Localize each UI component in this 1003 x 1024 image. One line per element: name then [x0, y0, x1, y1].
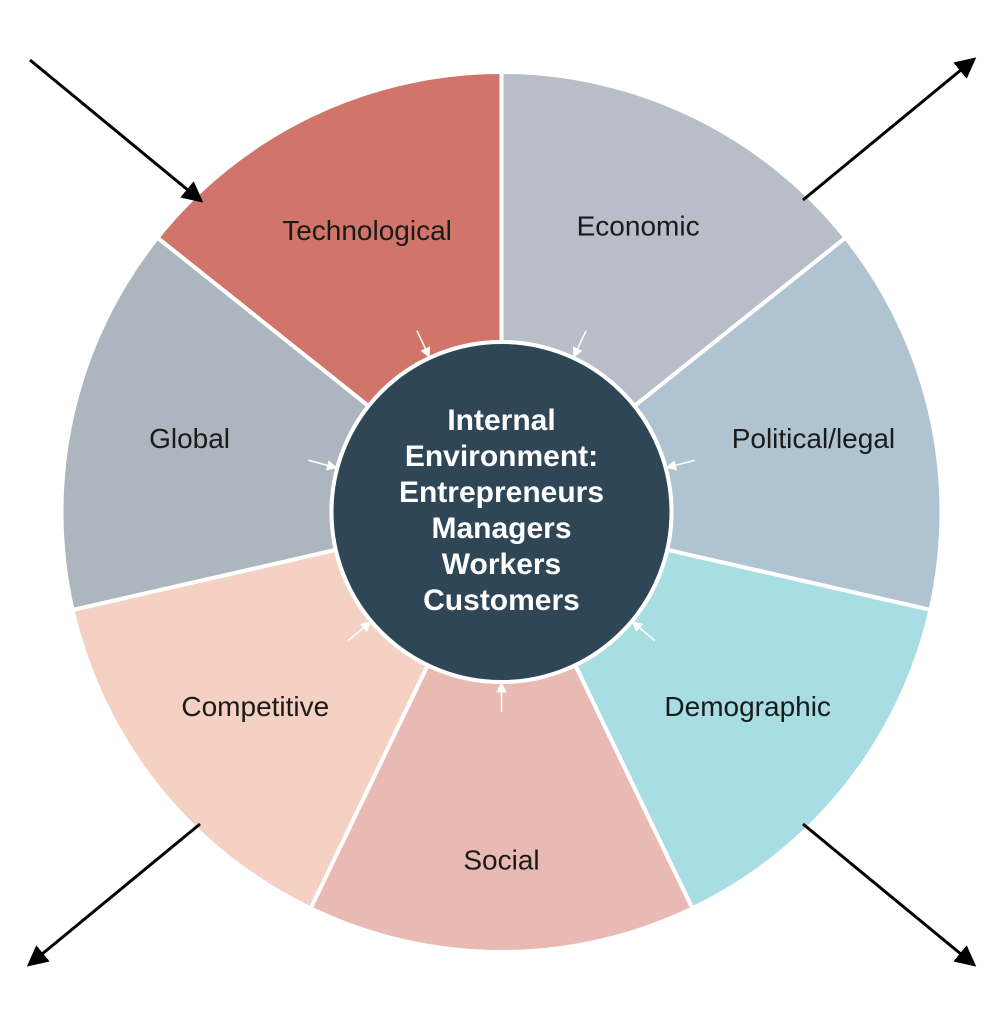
segment-label-economic: Economic	[577, 211, 700, 242]
center-line-0: Internal	[447, 404, 555, 437]
center-line-3: Managers	[431, 512, 571, 545]
center-line-2: Entrepreneurs	[399, 476, 604, 509]
center-line-1: Environment:	[405, 440, 598, 473]
segment-label-demographic: Demographic	[664, 691, 831, 722]
segment-label-social: Social	[463, 844, 539, 875]
segment-label-competitive: Competitive	[181, 691, 329, 722]
business-environment-diagram: Economic Political/legal Demographic Social…	[0, 0, 1003, 1024]
segment-label-political-legal: Political/legal	[732, 423, 895, 454]
center-line-5: Customers	[423, 584, 580, 617]
segment-label-global: Global	[149, 423, 230, 454]
segment-label-technological: Technological	[282, 215, 452, 246]
center-line-4: Workers	[442, 548, 562, 581]
